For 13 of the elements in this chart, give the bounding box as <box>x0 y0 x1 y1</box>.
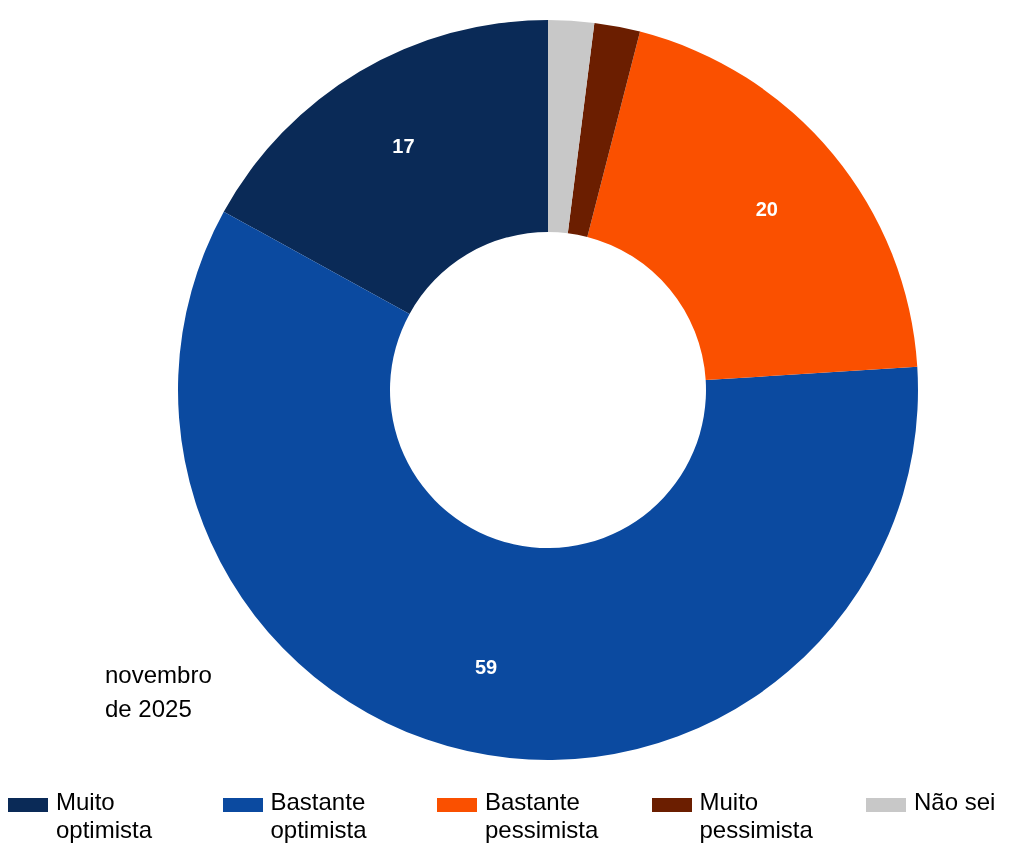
donut-slice <box>587 31 918 381</box>
donut-slice <box>548 20 595 234</box>
legend-label: Muito pessimista <box>699 788 814 844</box>
data-label: 17 <box>392 134 415 157</box>
data-label: 20 <box>755 197 778 220</box>
data-label: 59 <box>474 656 498 679</box>
legend-label: Não sei <box>914 788 997 816</box>
legend-label: Muito optimista <box>56 788 154 844</box>
donut-slice <box>223 20 548 314</box>
text: novembro de 2025 <box>105 660 213 724</box>
donut-slice <box>567 22 641 237</box>
legend-label: Bastante pessimista <box>485 788 600 844</box>
legend-label: Bastante optimista <box>270 788 368 844</box>
